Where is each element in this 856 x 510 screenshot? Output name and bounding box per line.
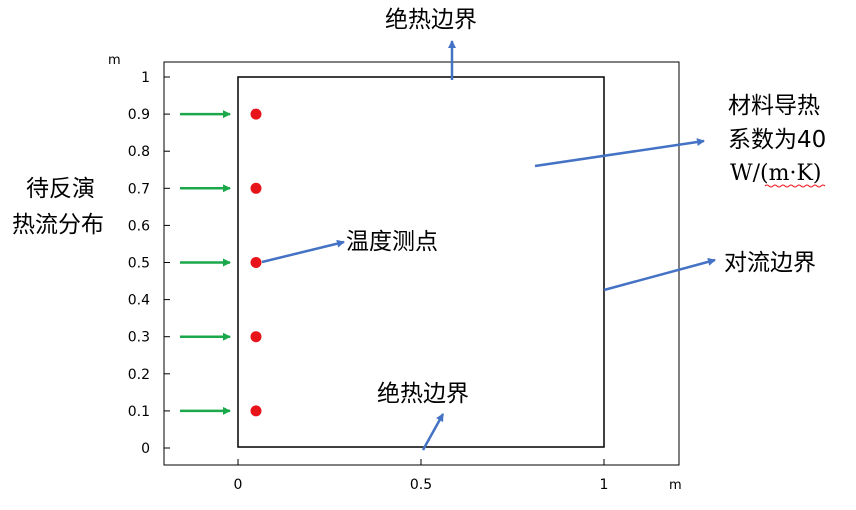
y-tick-label: 0.1 bbox=[128, 404, 150, 420]
squiggle-underline bbox=[764, 184, 826, 188]
bottom-boundary-label: 绝热边界 bbox=[377, 381, 469, 407]
x-tick-label: 1 bbox=[600, 477, 609, 493]
y-tick-label: 0.7 bbox=[128, 181, 150, 197]
temperature-point bbox=[250, 331, 262, 343]
flux-label-line1: 待反演 bbox=[26, 176, 95, 202]
convection-boundary-arrow bbox=[603, 257, 716, 292]
y-tick-label: 0.6 bbox=[128, 218, 150, 234]
top-boundary-label: 绝热边界 bbox=[385, 7, 477, 33]
temperature-points-arrow bbox=[261, 239, 345, 264]
domain-square bbox=[237, 76, 605, 448]
y-axis-ticks: 0 0.1 0.2 0.3 0.4 0.5 0.6 0.7 0.8 0.9 1 bbox=[128, 70, 170, 457]
y-tick-label: 0 bbox=[141, 441, 150, 457]
y-tick-label: 0.3 bbox=[128, 330, 150, 346]
convection-boundary-label: 对流边界 bbox=[724, 250, 816, 276]
flux-label-line2: 热流分布 bbox=[12, 212, 104, 238]
temperature-point bbox=[250, 257, 262, 268]
temperature-points-label: 温度测点 bbox=[346, 229, 438, 255]
conductivity-label-line2: 系数为40 bbox=[728, 127, 826, 153]
x-axis-ticks: 0 0.5 1 bbox=[234, 459, 609, 493]
temperature-point bbox=[250, 405, 262, 417]
y-tick-label: 0.9 bbox=[128, 107, 150, 123]
temperature-point bbox=[250, 182, 262, 194]
conductivity-label-line3: W/(m·K) bbox=[730, 161, 821, 186]
y-tick-label: 0.4 bbox=[128, 293, 150, 309]
y-tick-label: 1 bbox=[141, 70, 150, 86]
x-unit-label: m bbox=[669, 478, 682, 493]
temperature-point bbox=[250, 108, 262, 120]
heat-flux-arrows bbox=[180, 110, 231, 415]
x-tick-label: 0 bbox=[234, 477, 243, 493]
y-tick-label: 0.5 bbox=[128, 256, 150, 272]
y-tick-label: 0.8 bbox=[128, 144, 150, 160]
y-unit-label: m bbox=[108, 53, 121, 68]
conductivity-label-line1: 材料导热 bbox=[728, 93, 820, 119]
conductivity-arrow bbox=[534, 138, 705, 168]
y-tick-label: 0.2 bbox=[128, 367, 150, 383]
x-tick-label: 0.5 bbox=[410, 477, 432, 493]
temperature-points bbox=[250, 108, 262, 417]
bottom-boundary-arrow bbox=[421, 413, 445, 451]
